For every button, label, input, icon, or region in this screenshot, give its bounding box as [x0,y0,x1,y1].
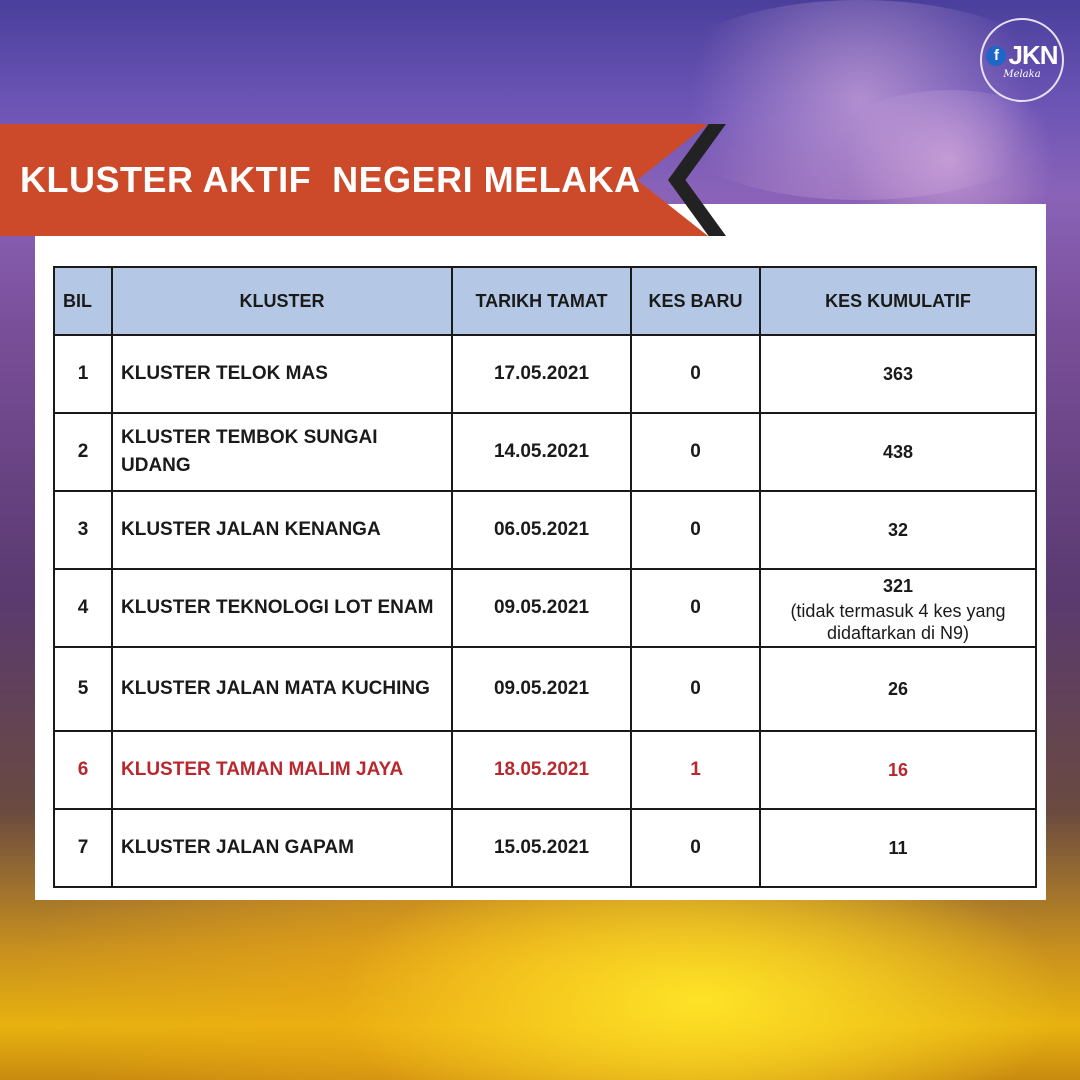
cell-tarikh-tamat: 15.05.2021 [451,808,632,888]
cell-kes-kumulatif: 321 (tidak termasuk 4 kes yang didaftark… [759,568,1037,648]
cell-bil: 4 [53,568,113,648]
cell-kluster: KLUSTER TEMBOK SUNGAI UDANG [111,412,453,492]
cell-tarikh-tamat: 17.05.2021 [451,334,632,414]
cell-tarikh-tamat: 18.05.2021 [451,730,632,810]
table-row-highlighted: 6 KLUSTER TAMAN MALIM JAYA 18.05.2021 1 … [53,730,1037,810]
cell-tarikh-tamat: 06.05.2021 [451,490,632,570]
cell-kes-kumulatif: 438 [759,412,1037,492]
table-row: 3 KLUSTER JALAN KENANGA 06.05.2021 0 32 [53,490,1037,570]
cell-kes-baru: 0 [630,334,761,414]
cell-tarikh-tamat: 14.05.2021 [451,412,632,492]
table-row: 7 KLUSTER JALAN GAPAM 15.05.2021 0 11 [53,808,1037,888]
cluster-table: BIL KLUSTER TARIKH TAMAT KES BARU KES KU… [53,266,1037,888]
page-title: KLUSTER AKTIF NEGERI MELAKA [20,159,641,200]
header-tarikh-tamat: TARIKH TAMAT [451,266,632,336]
header-bil: BIL [53,266,113,336]
facebook-f-icon: f [986,45,1007,66]
header-kes-kumulatif: KES KUMULATIF [759,266,1037,336]
cell-kes-kumulatif: 16 [759,730,1037,810]
cell-bil: 1 [53,334,113,414]
cell-bil: 6 [53,730,113,810]
cell-kes-kumulatif: 363 [759,334,1037,414]
cell-kes-baru: 0 [630,412,761,492]
cell-kluster: KLUSTER TAMAN MALIM JAYA [111,730,453,810]
cell-bil: 3 [53,490,113,570]
table-row: 4 KLUSTER TEKNOLOGI LOT ENAM 09.05.2021 … [53,568,1037,648]
cell-bil: 5 [53,646,113,732]
table-header-row: BIL KLUSTER TARIKH TAMAT KES BARU KES KU… [53,266,1037,336]
cell-kes-baru: 0 [630,646,761,732]
cell-kes-baru: 0 [630,568,761,648]
cell-kes-kumulatif: 32 [759,490,1037,570]
table-row: 1 KLUSTER TELOK MAS 17.05.2021 0 363 [53,334,1037,414]
cell-tarikh-tamat: 09.05.2021 [451,568,632,648]
header-kes-baru: KES BARU [630,266,761,336]
cell-kluster: KLUSTER JALAN GAPAM [111,808,453,888]
cell-kluster: KLUSTER TELOK MAS [111,334,453,414]
cell-bil: 7 [53,808,113,888]
cell-kes-baru: 0 [630,490,761,570]
cell-kes-kumulatif: 26 [759,646,1037,732]
cell-kes-kumulatif: 11 [759,808,1037,888]
table-row: 5 KLUSTER JALAN MATA KUCHING 09.05.2021 … [53,646,1037,732]
kes-kumulatif-note: (tidak termasuk 4 kes yang didaftarkan d… [790,601,1006,643]
table-row: 2 KLUSTER TEMBOK SUNGAI UDANG 14.05.2021… [53,412,1037,492]
cell-kluster: KLUSTER JALAN MATA KUCHING [111,646,453,732]
cell-kluster: KLUSTER TEKNOLOGI LOT ENAM [111,568,453,648]
jkn-melaka-logo: f JKN Melaka [980,18,1064,102]
cell-tarikh-tamat: 09.05.2021 [451,646,632,732]
cell-kes-baru: 1 [630,730,761,810]
kes-kumulatif-value: 321 [882,576,914,596]
title-banner [0,124,708,236]
cell-kes-baru: 0 [630,808,761,888]
cell-kluster: KLUSTER JALAN KENANGA [111,490,453,570]
cell-bil: 2 [53,412,113,492]
header-kluster: KLUSTER [111,266,453,336]
